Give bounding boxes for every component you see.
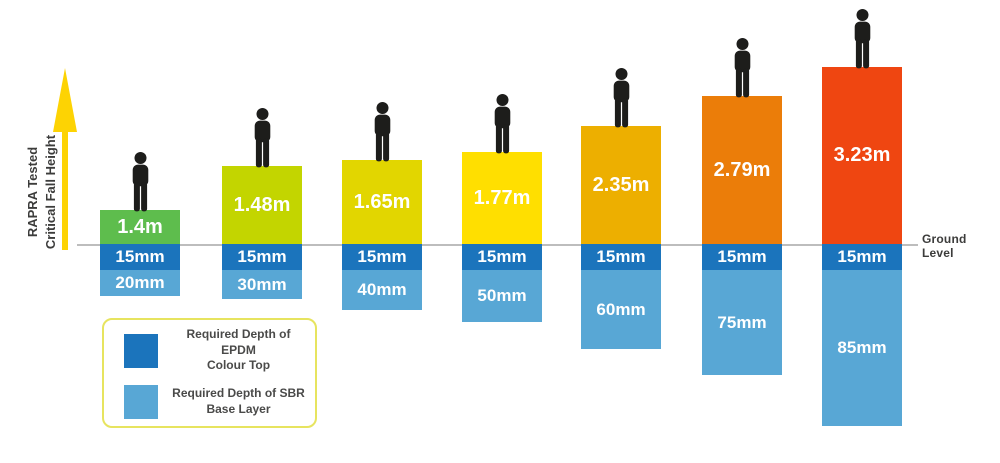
epdm-depth-bar: 15mm [581, 244, 661, 270]
sbr-depth-bar-label: 30mm [237, 274, 287, 294]
epdm-depth-bar: 15mm [822, 244, 902, 270]
legend-epdm-line2: Colour Top [206, 358, 271, 373]
fall-height-bar: 1.4m [100, 210, 180, 244]
sbr-depth-bar: 60mm [581, 270, 661, 349]
fall-height-bar-label: 1.77m [473, 186, 531, 209]
sbr-depth-bar-label: 40mm [357, 280, 407, 299]
legend-item-sbr-label: Required Depth of SBR Base Layer [172, 386, 305, 417]
sbr-depth-bar-label: 60mm [596, 299, 646, 319]
legend-item-sbr: Required Depth of SBR Base Layer [124, 384, 305, 419]
sbr-depth-bar: 30mm [222, 270, 302, 299]
epdm-swatch [124, 333, 158, 368]
sbr-depth-bar-label: 85mm [837, 338, 887, 357]
y-axis-label: RAPRA Tested Critical Fall Height [24, 87, 62, 297]
fall-height-bar: 3.23m [822, 67, 902, 244]
legend-sbr-line2: Base Layer [206, 401, 271, 416]
person-silhouette-icon [494, 94, 510, 154]
epdm-depth-bar: 15mm [222, 244, 302, 270]
sbr-depth-bar: 20mm [100, 270, 180, 296]
epdm-depth-bar: 15mm [342, 244, 422, 270]
epdm-depth-bar-label: 15mm [477, 247, 527, 266]
person-silhouette-icon [854, 9, 870, 69]
sbr-depth-bar-label: 75mm [717, 312, 767, 332]
sbr-depth-bar: 75mm [702, 270, 782, 375]
fall-height-bar-label: 3.23m [833, 144, 891, 166]
fall-height-bar: 2.79m [702, 96, 782, 244]
fall-height-bar-label: 1.4m [117, 215, 163, 238]
up-arrow-icon [53, 68, 77, 250]
fall-height-bar-label: 1.48m [233, 193, 291, 216]
legend-sbr-line1: Required Depth of SBR [172, 386, 305, 401]
person-silhouette-icon [132, 152, 148, 212]
legend-item-epdm: Required Depth of EPDM Colour Top [124, 327, 305, 374]
legend-box: Required Depth of EPDM Colour Top Requir… [102, 318, 317, 428]
epdm-depth-bar-label: 15mm [837, 247, 887, 266]
epdm-depth-bar-label: 15mm [115, 247, 165, 266]
epdm-depth-bar-label: 15mm [237, 247, 287, 266]
epdm-depth-bar-label: 15mm [596, 247, 646, 266]
fall-height-bar: 1.48m [222, 166, 302, 244]
sbr-depth-bar: 50mm [462, 270, 542, 322]
fall-height-bar-label: 1.65m [353, 190, 411, 213]
y-axis-label-line2: Critical Fall Height [42, 134, 58, 250]
epdm-depth-bar-label: 15mm [717, 247, 767, 266]
person-silhouette-icon [734, 38, 750, 98]
epdm-depth-bar: 15mm [100, 244, 180, 270]
legend-epdm-line1: Required Depth of EPDM [186, 327, 291, 357]
fall-height-bar: 1.65m [342, 160, 422, 244]
epdm-depth-bar-label: 15mm [357, 247, 407, 266]
legend-item-epdm-label: Required Depth of EPDM Colour Top [172, 327, 305, 374]
person-silhouette-icon [254, 108, 270, 168]
y-axis-label-line1: RAPRA Tested [25, 146, 40, 238]
fall-height-bar-label: 2.35m [592, 173, 650, 196]
ground-level-label: Ground Level [922, 232, 967, 260]
sbr-depth-bar-label: 20mm [115, 273, 165, 292]
epdm-depth-bar: 15mm [702, 244, 782, 270]
person-silhouette-icon [613, 68, 629, 128]
fall-height-bar: 1.77m [462, 152, 542, 244]
sbr-swatch [124, 384, 158, 419]
epdm-depth-bar: 15mm [462, 244, 542, 270]
sbr-depth-bar: 85mm [822, 270, 902, 426]
sbr-depth-bar-label: 50mm [477, 286, 527, 305]
fall-height-bar-label: 2.79m [713, 158, 771, 181]
person-silhouette-icon [374, 102, 390, 162]
fall-height-bar: 2.35m [581, 126, 661, 244]
sbr-depth-bar: 40mm [342, 270, 422, 310]
